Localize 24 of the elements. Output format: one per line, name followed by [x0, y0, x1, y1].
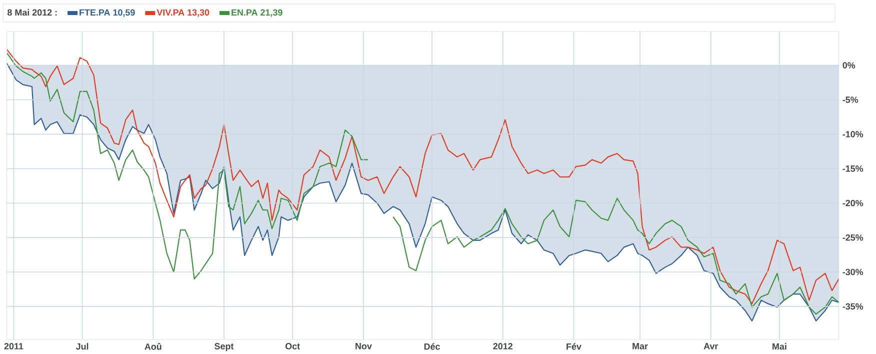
y-tick-label: -5%: [842, 96, 858, 103]
y-tick-label: -35%: [842, 303, 864, 310]
x-tick-label: Sept: [214, 343, 234, 352]
x-tick-label: Fév: [566, 343, 582, 350]
y-tick-label: 0%: [842, 62, 856, 68]
x-tick-label: Mar: [632, 343, 648, 350]
legend-label: EN.PA 21,39: [232, 9, 282, 17]
y-tick-label: -15%: [842, 165, 864, 172]
legend-label: VIV.PA 13,30: [156, 9, 210, 17]
x-tick-label: Déc: [424, 343, 440, 350]
legend-label: FTE.PA 10,59: [80, 9, 135, 17]
x-tick-label: Nov: [356, 343, 372, 350]
y-tick-label: -25%: [842, 234, 864, 241]
y-tick-label: -30%: [842, 268, 864, 276]
x-tick-label: Oct: [285, 343, 300, 350]
x-tick-label: Avr: [704, 343, 718, 350]
chart-title: 8 Mai 2012 :: [7, 9, 57, 16]
y-tick-label: -20%: [842, 200, 864, 206]
x-tick-label: 2012: [493, 343, 512, 350]
x-tick-label: Jul: [76, 343, 88, 350]
x-tick-label: 2011: [4, 343, 24, 350]
x-tick-label: Mai: [772, 343, 786, 350]
y-tick-label: -10%: [842, 131, 864, 138]
x-tick-label: Aoû: [144, 343, 162, 350]
